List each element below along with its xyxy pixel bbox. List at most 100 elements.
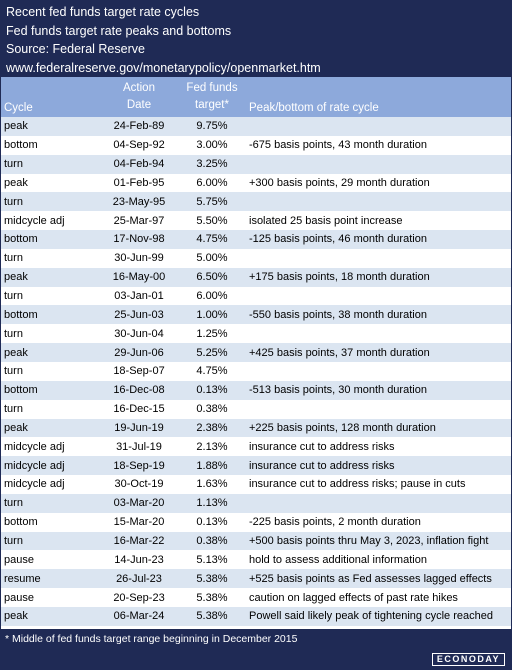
table-row: bottom 16-Dec-08 0.13% -513 basis points, 3… bbox=[1, 380, 511, 400]
header: Recent fed funds target rate cycles Fed … bbox=[1, 1, 511, 77]
logo: ECONODAY bbox=[431, 653, 505, 666]
table-cell: 1.63% bbox=[196, 478, 228, 491]
table-cell: peak bbox=[4, 610, 28, 623]
table-row: bottom 25-Jun-03 1.00% -550 basis points, 3… bbox=[1, 305, 511, 325]
table-cell: peak bbox=[4, 176, 28, 189]
table-cell: bottom bbox=[4, 384, 38, 397]
header-line: Recent fed funds target rate cycles bbox=[6, 5, 200, 19]
table-cell: 04-Feb-94 bbox=[113, 158, 165, 171]
table-cell: +500 basis points thru May 3, 2023, infl… bbox=[249, 534, 489, 547]
table-cell: 15-Mar-20 bbox=[113, 516, 165, 529]
table-cell: 26-Jul-23 bbox=[116, 572, 162, 585]
column-title: Cycle bbox=[1, 102, 99, 114]
table-cell: bottom bbox=[4, 233, 38, 246]
table-cell: midcycle adj bbox=[4, 214, 65, 227]
table-row: peak 16-May-00 6.50% +175 basis points, 18 … bbox=[1, 267, 511, 287]
table-cell: 24-Feb-89 bbox=[113, 120, 165, 133]
table-cell: 14-Jun-23 bbox=[114, 553, 164, 566]
column-title-line: Date bbox=[126, 99, 152, 111]
table-cell: isolated 25 basis point increase bbox=[249, 214, 403, 227]
table-row: turn 03-Mar-20 1.13% bbox=[1, 493, 511, 513]
table-cell: turn bbox=[4, 195, 23, 208]
table-row: midcycle adj 30-Oct-19 1.63% insurance cut … bbox=[1, 475, 511, 494]
column-title-line: Action bbox=[123, 82, 155, 94]
table-cell: turn bbox=[4, 158, 23, 171]
column-title-line: Fed funds bbox=[186, 82, 238, 94]
table-cell: 01-Feb-95 bbox=[113, 176, 165, 189]
table-cell: -125 basis points, 46 month duration bbox=[249, 233, 427, 246]
table-cell: +225 basis points, 128 month duration bbox=[249, 421, 436, 434]
table-row: turn 30-Jun-99 5.00% bbox=[1, 249, 511, 268]
table-row: turn 03-Jan-01 6.00% bbox=[1, 287, 511, 306]
column-title: Peak/bottom of rate cycle bbox=[245, 102, 511, 114]
table-cell: 25-Mar-97 bbox=[113, 214, 165, 227]
table-cell: turn bbox=[4, 497, 23, 510]
table-cell: -513 basis points, 30 month duration bbox=[249, 384, 427, 397]
table-cell: caution on lagged effects of past rate h… bbox=[249, 591, 458, 604]
table-cell: insurance cut to address risks bbox=[249, 459, 395, 472]
table-cell: 1.25% bbox=[196, 327, 228, 340]
table-cell: 9.75% bbox=[196, 120, 228, 133]
table-cell: pause bbox=[4, 591, 34, 604]
table-cell: resume bbox=[4, 572, 41, 585]
table-cell: 0.13% bbox=[196, 516, 228, 529]
table-row: turn 18-Sep-07 4.75% bbox=[1, 362, 511, 381]
footnote: * Middle of fed funds target range begin… bbox=[5, 633, 298, 645]
table-cell: peak bbox=[4, 271, 28, 284]
table-row: midcycle adj 25-Mar-97 5.50% isolated 25 ba… bbox=[1, 211, 511, 230]
table-cell: bottom bbox=[4, 516, 38, 529]
table-cell: 5.38% bbox=[196, 572, 228, 585]
column-title-line: Cycle bbox=[4, 102, 33, 114]
table-cell: +525 basis points as Fed assesses lagged… bbox=[249, 572, 492, 585]
table-cell: 16-Mar-22 bbox=[113, 534, 165, 547]
table-cell: turn bbox=[4, 365, 23, 378]
table-cell: 0.13% bbox=[196, 384, 228, 397]
column-title: Action Date bbox=[99, 80, 179, 114]
table-row: turn 16-Mar-22 0.38% +500 basis points thru… bbox=[1, 531, 511, 551]
table-cell: midcycle adj bbox=[4, 440, 65, 453]
table-cell: 19-Jun-19 bbox=[114, 421, 164, 434]
table-cell: Powell said likely peak of tightening cy… bbox=[249, 610, 493, 623]
table-row: peak 06-Mar-24 5.38% Powell said likely pea… bbox=[1, 606, 511, 626]
table-cell: 17-Nov-98 bbox=[113, 233, 165, 246]
table-cell: 6.00% bbox=[196, 176, 228, 189]
table-cell: 03-Jan-01 bbox=[114, 290, 164, 303]
table-cell: +300 basis points, 29 month duration bbox=[249, 176, 430, 189]
table-cell: 1.88% bbox=[196, 459, 228, 472]
table-row: turn 30-Jun-04 1.25% bbox=[1, 324, 511, 343]
table-cell: 4.75% bbox=[196, 233, 228, 246]
table-cell: pause bbox=[4, 553, 34, 566]
table-cell: -225 basis points, 2 month duration bbox=[249, 516, 421, 529]
table-cell: 5.75% bbox=[196, 195, 228, 208]
table-cell: 2.38% bbox=[196, 421, 228, 434]
table-cell: peak bbox=[4, 120, 28, 133]
table-cell: 30-Jun-99 bbox=[114, 252, 164, 265]
table-cell: -550 basis points, 38 month duration bbox=[249, 308, 427, 321]
table-cell: 5.00% bbox=[196, 252, 228, 265]
table-cell: 16-Dec-08 bbox=[113, 384, 165, 397]
table-cell: 25-Jun-03 bbox=[114, 308, 164, 321]
table-row: bottom 04-Sep-92 3.00% -675 basis points, 4… bbox=[1, 136, 511, 155]
table-cell: 0.38% bbox=[196, 534, 228, 547]
table-row: turn 16-Dec-15 0.38% bbox=[1, 400, 511, 419]
table-row: peak 01-Feb-95 6.00% +300 basis points, 29 … bbox=[1, 174, 511, 193]
header-line: www.federalreserve.gov/monetarypolicy/op… bbox=[6, 60, 321, 75]
table-cell: bottom bbox=[4, 308, 38, 321]
table-cell: peak bbox=[4, 346, 28, 359]
table-cell: 16-May-00 bbox=[112, 271, 166, 284]
table-cell: 04-Sep-92 bbox=[113, 139, 165, 152]
table-cell: 23-May-95 bbox=[112, 195, 166, 208]
table-cell: 20-Sep-23 bbox=[113, 591, 165, 604]
table-cell: turn bbox=[4, 403, 23, 416]
table-cell: midcycle adj bbox=[4, 478, 65, 491]
table-cell: insurance cut to address risks bbox=[249, 440, 395, 453]
table-cell: insurance cut to address risks; pause in… bbox=[249, 478, 466, 491]
table-cell: 5.13% bbox=[196, 553, 228, 566]
table-cell: turn bbox=[4, 534, 23, 547]
column-title: Fed funds target* bbox=[179, 80, 245, 114]
table-cell: 18-Sep-19 bbox=[113, 459, 165, 472]
table-row: bottom 15-Mar-20 0.13% -225 basis points, 2… bbox=[1, 513, 511, 532]
table-cell: peak bbox=[4, 421, 28, 434]
table-row: peak 24-Feb-89 9.75% bbox=[1, 117, 511, 136]
table-cell: 6.00% bbox=[196, 290, 228, 303]
